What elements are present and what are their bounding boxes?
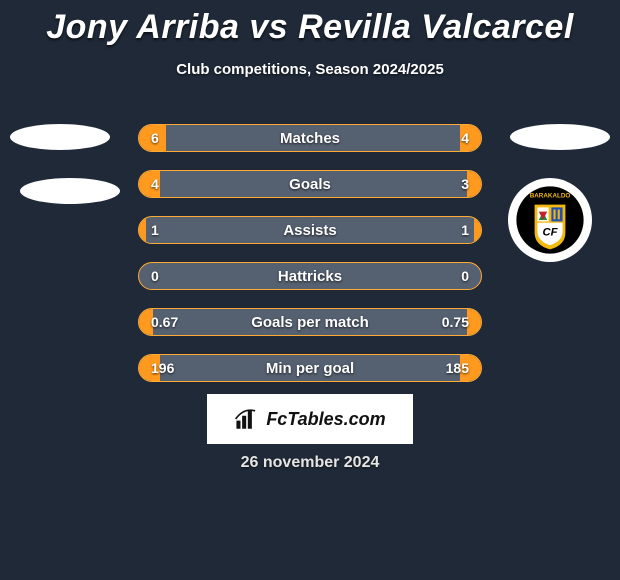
stat-row: 00Hattricks xyxy=(138,262,482,290)
branding-badge: FcTables.com xyxy=(207,394,413,444)
stat-row: 11Assists xyxy=(138,216,482,244)
stat-row: 196185Min per goal xyxy=(138,354,482,382)
club-crest: BARAKALDO CF xyxy=(508,178,592,262)
stat-label: Goals per match xyxy=(139,309,481,335)
branding-text: FcTables.com xyxy=(266,409,385,430)
infographic-date: 26 november 2024 xyxy=(0,454,620,472)
club-crest-svg: BARAKALDO CF xyxy=(515,185,585,255)
comparison-infographic: Jony Arriba vs Revilla Valcarcel Club co… xyxy=(0,0,620,580)
stat-row: 64Matches xyxy=(138,124,482,152)
bars-logo-icon xyxy=(234,406,260,432)
player2-badge-placeholder-top xyxy=(510,124,610,150)
stat-label: Goals xyxy=(139,171,481,197)
stat-label: Matches xyxy=(139,125,481,151)
crest-top-text: BARAKALDO xyxy=(530,193,571,200)
stat-label: Assists xyxy=(139,217,481,243)
stat-row: 0.670.75Goals per match xyxy=(138,308,482,336)
player1-badge-placeholder-top xyxy=(10,124,110,150)
page-title: Jony Arriba vs Revilla Valcarcel xyxy=(0,0,620,47)
stat-label: Hattricks xyxy=(139,263,481,289)
player1-badge-placeholder-bottom xyxy=(20,178,120,204)
svg-text:CF: CF xyxy=(543,226,559,238)
stat-row: 43Goals xyxy=(138,170,482,198)
stat-label: Min per goal xyxy=(139,355,481,381)
stats-bars: 64Matches 43Goals 11Assists 00Hattricks 0.67… xyxy=(138,124,482,400)
page-subtitle: Club competitions, Season 2024/2025 xyxy=(0,61,620,78)
